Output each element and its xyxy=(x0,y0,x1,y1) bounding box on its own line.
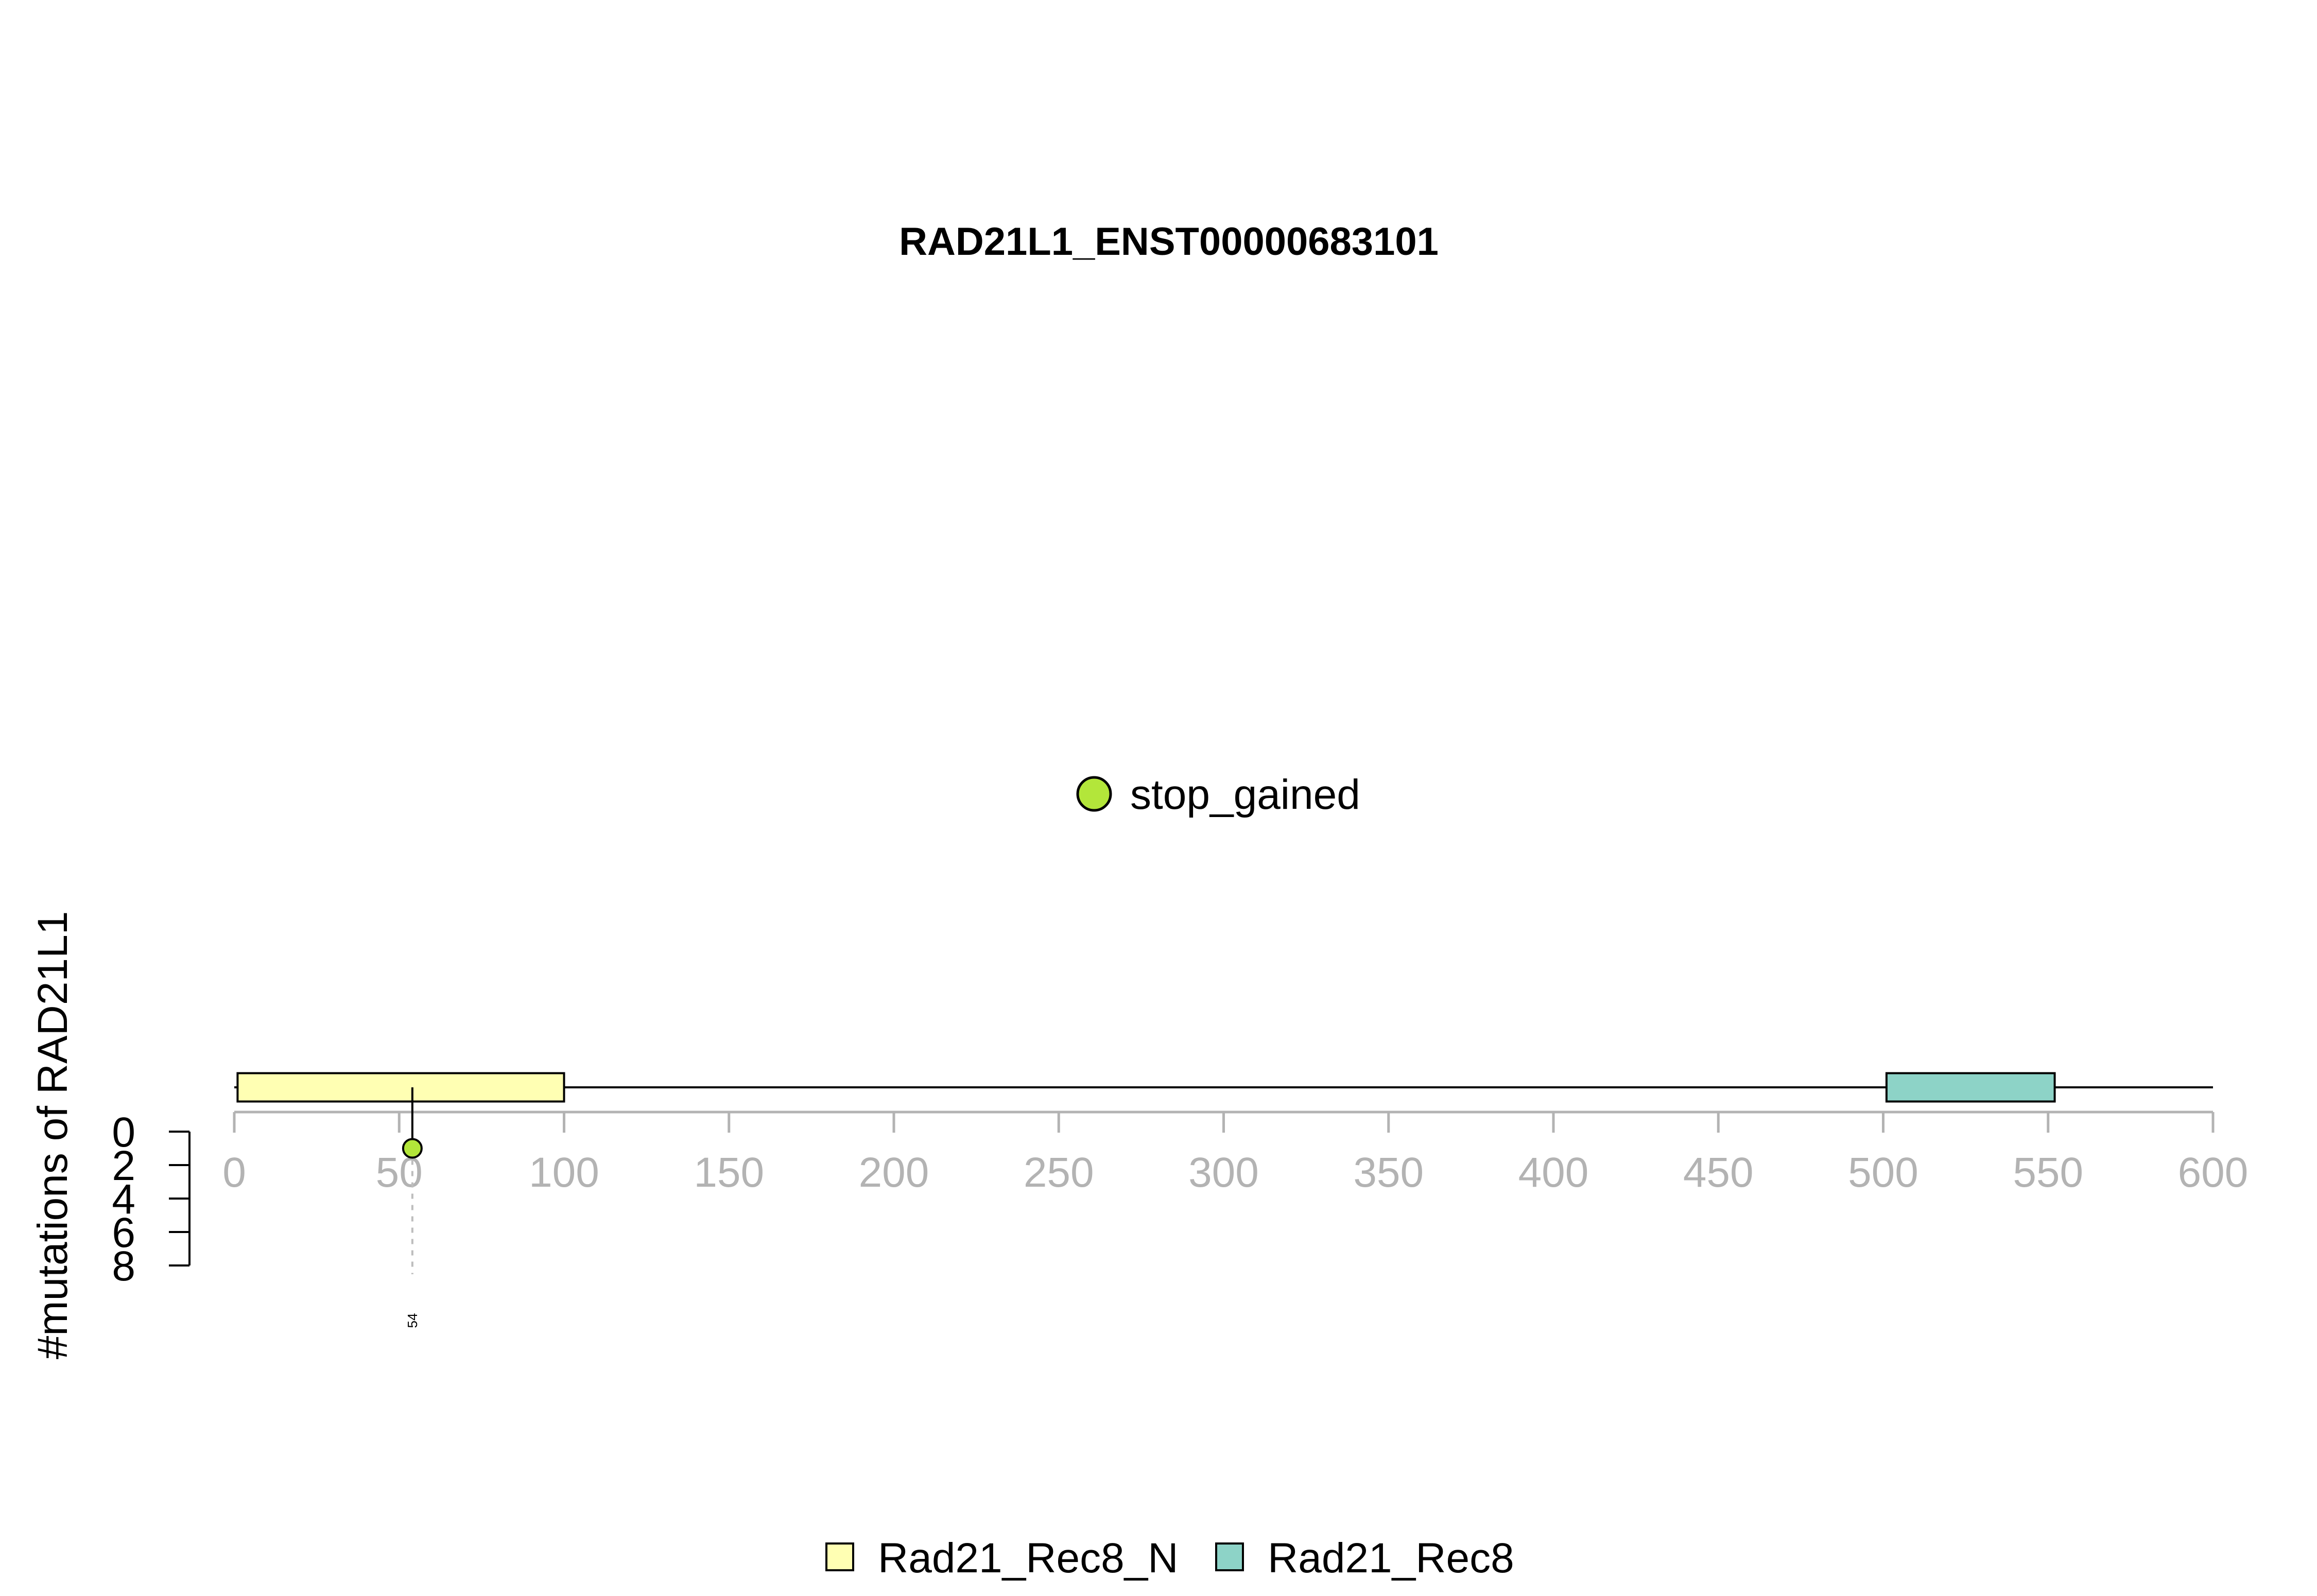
x-tick-label: 500 xyxy=(1848,1149,1918,1196)
x-tick-label: 150 xyxy=(694,1149,764,1196)
x-axis: 0 50 100 150 200 250 300 350 400 450 500 550 600 xyxy=(222,1111,2249,1196)
y-tick-label: 8 xyxy=(112,1243,135,1290)
legend-swatch-rad21-rec8-n xyxy=(825,1542,854,1571)
mutation-layer: 54 xyxy=(402,1087,423,1328)
mutation-point xyxy=(402,1138,423,1159)
legend-marker-stop-gained xyxy=(1076,776,1112,812)
domain-rad21-rec8 xyxy=(1885,1072,2056,1103)
x-tick-label: 450 xyxy=(1683,1149,1754,1196)
mutation-position-label: 54 xyxy=(405,1313,420,1328)
x-tick-label: 300 xyxy=(1188,1149,1259,1196)
x-tick-label: 0 xyxy=(222,1149,246,1196)
y-axis-label: #mutations of RAD21L1 xyxy=(29,911,76,1360)
x-tick-label: 550 xyxy=(2013,1149,2083,1196)
x-tick-label: 600 xyxy=(2178,1149,2249,1196)
legend-swatch-rad21-rec8 xyxy=(1215,1542,1244,1571)
x-tick-label: 100 xyxy=(529,1149,599,1196)
x-tick-label: 350 xyxy=(1353,1149,1424,1196)
x-tick-label: 200 xyxy=(859,1149,929,1196)
x-tick-label: 250 xyxy=(1024,1149,1094,1196)
chart-title: RAD21L1_ENST00000683101 xyxy=(899,220,1439,264)
y-tick-label: 2 xyxy=(112,1142,135,1189)
legend-label-rad21-rec8-n: Rad21_Rec8_N xyxy=(878,1535,1179,1582)
mutation-legend: stop_gained xyxy=(1076,771,1360,818)
y-tick-label: 6 xyxy=(112,1209,135,1256)
y-tick-label: 0 xyxy=(112,1109,135,1156)
domain-legend: Rad21_Rec8_N Rad21_Rec8 xyxy=(825,1535,1514,1582)
domain-rad21-rec8-n xyxy=(236,1072,565,1103)
y-tick-label: 4 xyxy=(112,1176,135,1223)
legend-label-stop-gained: stop_gained xyxy=(1130,771,1360,818)
protein-track xyxy=(234,1072,2213,1103)
legend-label-rad21-rec8: Rad21_Rec8 xyxy=(1268,1535,1514,1582)
x-tick-label: 400 xyxy=(1518,1149,1589,1196)
